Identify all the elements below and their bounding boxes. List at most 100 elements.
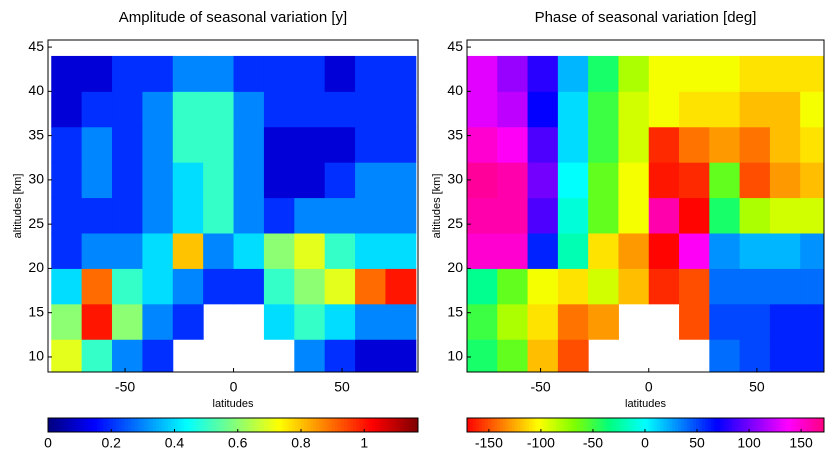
- colorbar-segment: [559, 418, 563, 432]
- heat-cell: [324, 126, 356, 163]
- heat-cell: [51, 268, 83, 305]
- colorbar-segment: [556, 418, 560, 432]
- heat-cell: [81, 197, 113, 234]
- colorbar-segment: [146, 418, 151, 432]
- colorbar-segment: [481, 418, 486, 432]
- colorbar-segment: [322, 418, 326, 432]
- heat-cell: [233, 197, 265, 234]
- colorbar-segment: [211, 418, 215, 432]
- y-tick-label: 10: [28, 348, 44, 364]
- colorbar-segment: [693, 418, 697, 432]
- heat-cell: [709, 91, 741, 128]
- colorbar-segment: [251, 418, 256, 432]
- colorbar-segment: [220, 418, 225, 432]
- colorbar-segment: [669, 418, 673, 432]
- heat-cell: [588, 162, 619, 199]
- heat-cell: [112, 162, 143, 199]
- heat-cell: [263, 268, 295, 305]
- colorbar-segment: [791, 418, 795, 432]
- heat-cell: [648, 162, 680, 199]
- colorbar-segment: [594, 418, 599, 432]
- colorbar-segment: [307, 418, 311, 432]
- colorbar-segment: [603, 418, 608, 432]
- colorbar-segment: [737, 418, 742, 432]
- heat-cell: [800, 197, 824, 234]
- colorbar-segment: [159, 418, 163, 432]
- heat-cell: [294, 233, 326, 269]
- colorbar-segment: [785, 418, 789, 432]
- colorbar-segment: [245, 418, 249, 432]
- x-tick-label: -50: [115, 379, 135, 395]
- heat-cell: [355, 268, 386, 305]
- x-tick-label: 50: [749, 379, 765, 395]
- heat-cell: [355, 126, 386, 163]
- heat-cell: [557, 126, 589, 163]
- heat-cell: [385, 91, 417, 128]
- colorbar-segment: [85, 418, 89, 432]
- heat-cell: [497, 339, 529, 372]
- heat-cell: [294, 339, 326, 372]
- colorbar-tick-label: 150: [789, 435, 813, 451]
- colorbar-segment: [812, 418, 816, 432]
- colorbar-segment: [91, 418, 95, 432]
- colorbar-segment: [779, 418, 783, 432]
- colorbar-segment: [499, 418, 504, 432]
- heat-cell: [467, 55, 498, 92]
- plot-frame: [47, 39, 419, 373]
- colorbar-segment: [100, 418, 104, 432]
- heat-cell: [800, 303, 824, 340]
- heat-cell: [233, 233, 265, 269]
- heat-cell: [81, 162, 113, 199]
- colorbar-segment: [54, 418, 58, 432]
- colorbar-segment: [731, 418, 736, 432]
- colorbar-segment: [319, 418, 323, 432]
- heat-cell: [51, 55, 83, 92]
- colorbar-segment: [152, 418, 157, 432]
- heat-cell: [263, 233, 295, 269]
- colorbar-segment: [266, 418, 271, 432]
- heat-cell: [51, 126, 83, 163]
- heat-cell: [467, 268, 498, 305]
- heat-cell: [739, 197, 771, 234]
- colorbar-segment: [487, 418, 492, 432]
- colorbar-tick-label: -50: [583, 435, 603, 451]
- colorbar-segment: [809, 418, 813, 432]
- colorbar-segment: [165, 418, 169, 432]
- heat-cell: [467, 162, 498, 199]
- heat-cell: [769, 268, 801, 305]
- heat-cell: [324, 91, 356, 128]
- colorbar-segment: [645, 418, 649, 432]
- colorbar-segment: [815, 418, 819, 432]
- heat-cell: [709, 126, 741, 163]
- colorbar-segment: [699, 418, 703, 432]
- heat-cell: [588, 91, 619, 128]
- colorbar-segment: [260, 418, 265, 432]
- colorbar-segment: [583, 418, 587, 432]
- colorbar-segment: [821, 418, 825, 432]
- heat-cell: [739, 303, 771, 340]
- heat-cell: [679, 233, 710, 269]
- colorbar-segment: [112, 418, 117, 432]
- heat-cell: [385, 268, 417, 305]
- colorbar-segment: [313, 418, 317, 432]
- colorbar-segment: [484, 418, 489, 432]
- colorbar-tick-label: 100: [737, 435, 761, 451]
- heat-cell: [497, 55, 529, 92]
- heat-cell: [648, 55, 680, 92]
- heat-cell: [51, 233, 83, 269]
- colorbar-segment: [627, 418, 632, 432]
- colorbar-segment: [710, 418, 715, 432]
- heat-cell: [557, 303, 589, 340]
- heat-cell: [324, 55, 356, 92]
- colorbar-segment: [377, 418, 382, 432]
- y-tick-label: 35: [447, 126, 463, 142]
- colorbar-segment: [782, 418, 786, 432]
- heat-cell: [385, 126, 417, 163]
- colorbar-segment: [396, 418, 400, 432]
- colorbar-segment: [746, 418, 751, 432]
- heat-cell: [294, 197, 326, 234]
- colorbar-segment: [716, 418, 721, 432]
- colorbar-segment: [743, 418, 748, 432]
- colorbar-segment: [794, 418, 798, 432]
- colorbar-segment: [72, 418, 77, 432]
